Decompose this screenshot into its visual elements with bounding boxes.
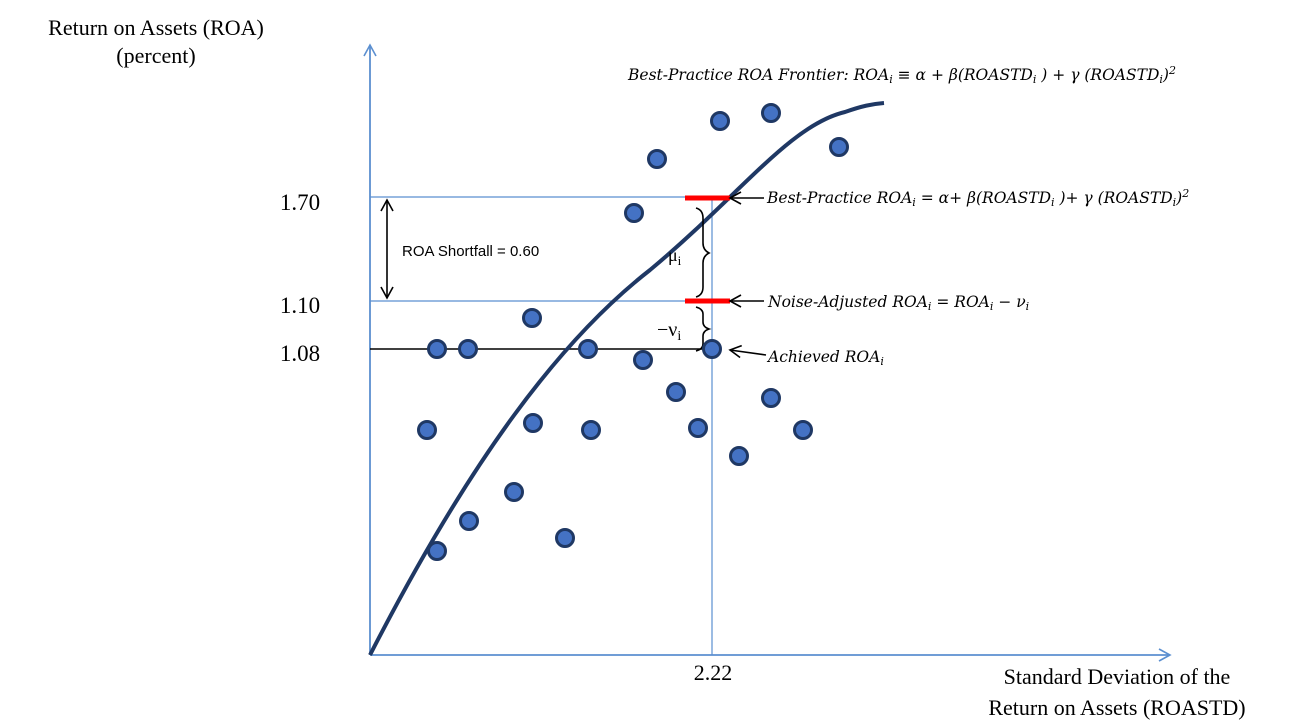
y-tick-110: 1.10 [280, 293, 320, 318]
frontier-formula-label: Best-Practice ROA Frontier: ROAi ≡ α + β… [627, 64, 1176, 86]
firm-point [458, 339, 478, 359]
firm-point [710, 111, 730, 131]
mu-brace [695, 207, 711, 298]
firm-point [829, 137, 849, 157]
roa-shortfall-label: ROA Shortfall = 0.60 [402, 243, 539, 260]
firm-point [581, 420, 601, 440]
firm-point [459, 511, 479, 531]
mu-label: μi [668, 245, 682, 268]
firm-point [761, 388, 781, 408]
y-axis-title-line2: (percent) [116, 43, 195, 68]
firm-point [633, 350, 653, 370]
best-practice-label: Best-Practice ROAi = α+ β(ROASTDi )+ γ (… [766, 187, 1189, 209]
firm-point [793, 420, 813, 440]
firm-point [427, 541, 447, 561]
firm-points [417, 103, 849, 561]
firm-point [417, 420, 437, 440]
firm-point [522, 308, 542, 328]
firm-point [761, 103, 781, 123]
firm-point [702, 339, 722, 359]
firm-point [427, 339, 447, 359]
noise-adjusted-label: Noise-Adjusted ROAi = ROAi − νi [767, 293, 1029, 313]
firm-point [729, 446, 749, 466]
achieved-label-arrow [728, 344, 767, 359]
frontier-curve [368, 101, 885, 656]
y-tick-170: 1.70 [280, 190, 320, 215]
firm-point [647, 149, 667, 169]
y-tick-108: 1.08 [280, 341, 320, 366]
firm-point [688, 418, 708, 438]
x-axis-title-line2: Return on Assets (ROASTD) [988, 695, 1245, 720]
firm-point [504, 482, 524, 502]
x-tick-222: 2.22 [694, 660, 733, 685]
firm-point [578, 339, 598, 359]
firm-point [555, 528, 575, 548]
nu-label: −νi [657, 319, 681, 344]
achieved-roa-label: Achieved ROAi [766, 348, 884, 368]
firm-point [624, 203, 644, 223]
firm-point [666, 382, 686, 402]
firm-point [523, 413, 543, 433]
y-axis-title-line1: Return on Assets (ROA) [48, 15, 264, 40]
x-axis-title-line1: Standard Deviation of the [1004, 664, 1231, 689]
